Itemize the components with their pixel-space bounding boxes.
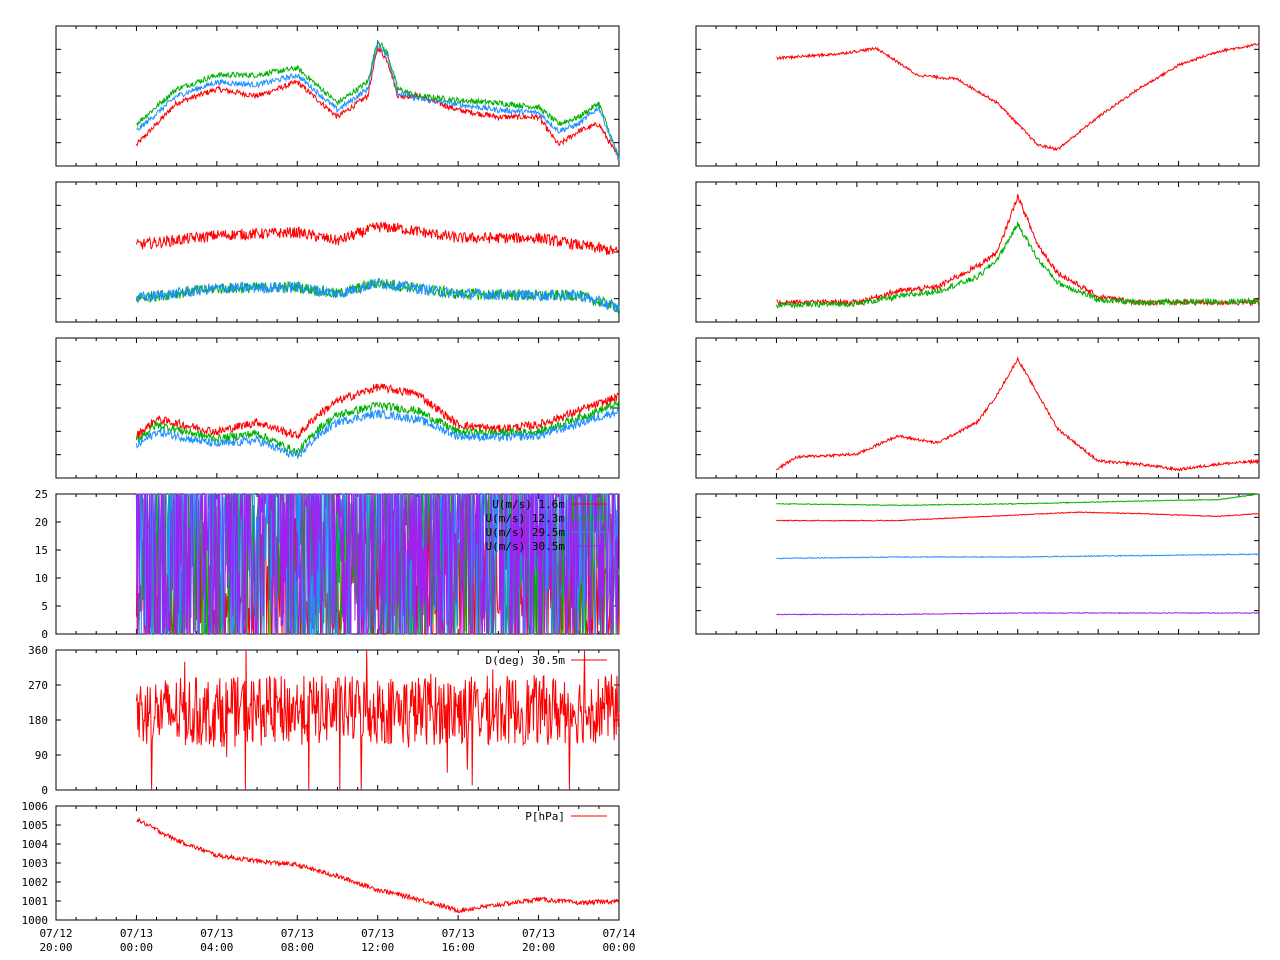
x-tick-date: 07/13 bbox=[361, 927, 394, 940]
x-tick-date: 07/14 bbox=[602, 927, 635, 940]
x-tick-date: 07/13 bbox=[120, 927, 153, 940]
panel-frame-left-3 bbox=[55, 337, 620, 479]
series-line-left-5-1 bbox=[135, 649, 620, 791]
y-tick-label: 15 bbox=[35, 544, 48, 557]
x-tick-date: 07/13 bbox=[522, 927, 555, 940]
y-tick-label: 1004 bbox=[22, 838, 49, 851]
x-tick-time: 04:00 bbox=[200, 941, 233, 954]
panel-frames bbox=[55, 25, 1260, 921]
y-tick-label: 5 bbox=[41, 600, 48, 613]
series-line-left-2-1 bbox=[135, 221, 620, 255]
x-tick-time: 12:00 bbox=[361, 941, 394, 954]
panel-frame-left-5 bbox=[55, 649, 620, 791]
series-line-left-3-3 bbox=[135, 407, 620, 460]
x-tick-time: 08:00 bbox=[281, 941, 314, 954]
x-tick-time: 20:00 bbox=[522, 941, 555, 954]
series-line-left-2-3 bbox=[135, 277, 620, 313]
y-tick-label: 1000 bbox=[22, 914, 49, 927]
y-tick-label: 20 bbox=[35, 516, 48, 529]
y-tick-label: 360 bbox=[28, 644, 48, 657]
x-tick-time: 16:00 bbox=[442, 941, 475, 954]
panel-frame-left-1 bbox=[55, 25, 620, 167]
y-tick-label: 1001 bbox=[22, 895, 49, 908]
panel-frame-right-1 bbox=[695, 25, 1260, 167]
series-line-right-4-3 bbox=[776, 553, 1260, 560]
series-line-left-1-1 bbox=[135, 45, 620, 163]
legend-label: D(deg) 30.5m bbox=[486, 654, 566, 667]
y-tick-label: 0 bbox=[41, 784, 48, 797]
y-tick-label: 270 bbox=[28, 679, 48, 692]
series-line-left-3-1 bbox=[135, 382, 620, 440]
x-tick-date: 07/12 bbox=[39, 927, 72, 940]
y-tick-label: 1003 bbox=[22, 857, 49, 870]
series-line-left-3-2 bbox=[135, 399, 620, 457]
y-tick-label: 25 bbox=[35, 488, 48, 501]
x-tick-time: 20:00 bbox=[39, 941, 72, 954]
legend-label: U(m/s) 30.5m bbox=[486, 540, 566, 553]
legend-label: U(m/s) 1.6m bbox=[492, 498, 565, 511]
series-line-left-4-4 bbox=[135, 493, 619, 635]
x-tick-time: 00:00 bbox=[120, 941, 153, 954]
x-tick-date: 07/13 bbox=[442, 927, 475, 940]
data-series bbox=[135, 39, 1260, 914]
y-tick-label: 1005 bbox=[22, 819, 49, 832]
series-line-left-1-2 bbox=[136, 39, 620, 161]
y-tick-label: 0 bbox=[41, 628, 48, 641]
series-line-right-4-4 bbox=[776, 611, 1260, 616]
x-tick-date: 07/13 bbox=[200, 927, 233, 940]
series-line-right-4-1 bbox=[776, 493, 1259, 507]
series-line-right-2-2 bbox=[775, 221, 1260, 310]
panel-frame-left-2 bbox=[55, 181, 620, 323]
series-line-right-2-1 bbox=[776, 193, 1260, 307]
legend-label: U(m/s) 12.3m bbox=[486, 512, 566, 525]
series-line-left-6-1 bbox=[136, 816, 620, 914]
y-tick-label: 10 bbox=[35, 572, 48, 585]
legend-label: U(m/s) 29.5m bbox=[486, 526, 566, 539]
series-line-right-4-2 bbox=[776, 511, 1260, 522]
y-tick-label: 180 bbox=[28, 714, 48, 727]
y-tick-label: 90 bbox=[35, 749, 48, 762]
panel-frame-right-3 bbox=[695, 337, 1260, 479]
y-tick-label: 1002 bbox=[22, 876, 49, 889]
y-tick-label: 1006 bbox=[22, 800, 49, 813]
series-line-right-1-1 bbox=[776, 42, 1260, 152]
series-line-right-3-1 bbox=[776, 356, 1260, 472]
series-line-left-1-3 bbox=[136, 41, 620, 161]
x-tick-date: 07/13 bbox=[281, 927, 314, 940]
legend-label: P[hPa] bbox=[525, 810, 565, 823]
x-tick-time: 00:00 bbox=[602, 941, 635, 954]
